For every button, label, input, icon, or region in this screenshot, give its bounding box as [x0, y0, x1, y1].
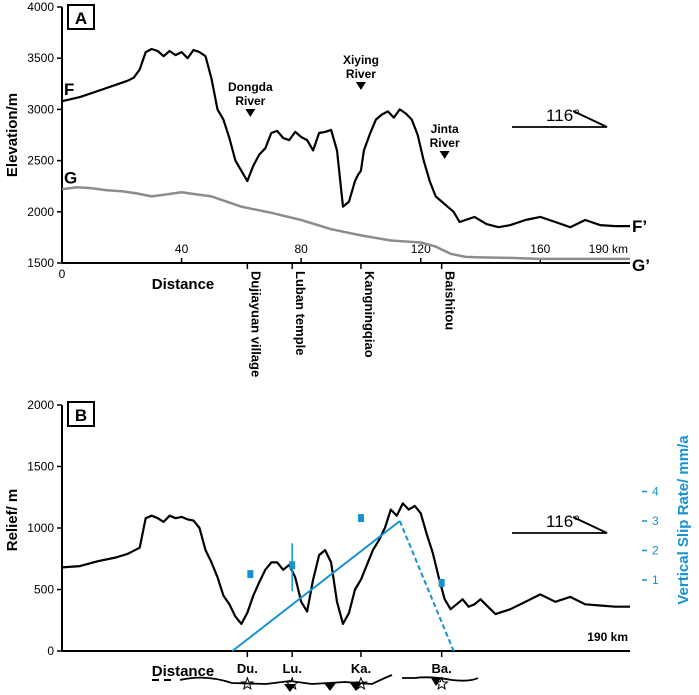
orientation-label-b: 116° [546, 512, 580, 531]
y-tick-label: 1000 [27, 521, 54, 535]
river-label: River [346, 67, 376, 81]
orientation-label-a: 116° [546, 106, 580, 125]
panel-b-y2-label: Vertical Slip Rate/ mm/a [675, 435, 692, 605]
site-label: Ka. [351, 661, 371, 676]
series-start-label: F [64, 80, 74, 99]
panel-b-tag-box [67, 401, 95, 427]
y-tick-label: 3500 [27, 51, 54, 65]
panel-b-slip-rate-points [247, 514, 445, 592]
x-tick-label: 120 [411, 242, 431, 256]
panel-b-y-ticks: 0 500 1000 1500 2000 [27, 398, 62, 658]
panel-a-orientation: 116° [512, 106, 608, 128]
fault-barb-1 [284, 684, 296, 692]
trend-line-dashed [398, 520, 455, 652]
x-tick-label: 160 [530, 242, 550, 256]
slip-rate-point [289, 561, 296, 570]
panel-b-x-label: Distance [152, 663, 215, 680]
fault-trace-east [402, 676, 479, 682]
location-label: Dujiayuan village [248, 271, 263, 377]
relief-line [61, 502, 630, 626]
series-start-label: G [64, 168, 77, 187]
slip-rate-point [247, 570, 254, 579]
y-tick-label: 2000 [27, 205, 54, 219]
series-line-f [61, 47, 630, 229]
river-marker [245, 109, 256, 117]
y-tick-label: 2500 [27, 154, 54, 168]
y-tick-label: 500 [34, 583, 54, 597]
panel-b: B 0 500 1000 1500 2000 190 km 1 2 3 4 Relief/ m… [4, 398, 692, 692]
fault-barb-3 [350, 683, 362, 691]
y2-tick-label: 3 [652, 514, 659, 528]
panel-a-y-label: Elevation/m [4, 93, 21, 177]
orientation-arrow-a [512, 110, 608, 128]
series-end-label: F’ [632, 217, 647, 236]
x-tick-label: 0 [59, 267, 66, 281]
y2-tick-label: 1 [652, 573, 659, 587]
panel-a-x-ticks: 0 40 80 120 160 190 km [59, 242, 628, 281]
panel-a-location-labels: Dujiayuan village Luban temple Kangningqia… [246, 263, 458, 377]
site-label: Du. [237, 661, 258, 676]
y-tick-label: 3000 [27, 102, 54, 116]
x-tick-label: 190 km [589, 242, 628, 256]
panel-b-tag: B [75, 406, 87, 425]
river-label: Xiying [343, 53, 379, 67]
panel-a-tag-box [67, 4, 95, 30]
river-label: Dongda [228, 80, 273, 94]
orientation-arrow-b [512, 516, 608, 534]
y-tick-label: 1500 [27, 256, 54, 270]
location-label: Luban temple [293, 271, 308, 356]
y2-tick-label: 2 [652, 544, 659, 558]
y-tick-label: 4000 [27, 0, 54, 14]
y-tick-label: 1500 [27, 460, 54, 474]
slip-rate-point [438, 578, 445, 587]
panel-b-x-ticks: 190 km [587, 630, 628, 644]
panel-b-series [61, 502, 630, 626]
fault-barb-4 [431, 678, 441, 686]
river-marker [439, 151, 450, 159]
panel-a: A 1500 2000 2500 3000 3500 4000 0 40 80 120 160 19… [4, 0, 650, 377]
panel-b-trend-lines [231, 520, 455, 652]
fault-trace [152, 674, 479, 692]
site-label: Ba. [432, 661, 452, 676]
location-label: Kangningqiao [362, 271, 377, 358]
panel-a-series: F F’ G G’ [61, 47, 650, 275]
y-tick-label: 2000 [27, 398, 54, 412]
panel-b-y2-ticks: 1 2 3 4 [642, 485, 659, 587]
panel-a-x-label: Distance [152, 276, 215, 293]
location-label: Baishitou [443, 271, 458, 330]
river-label: Jinta [431, 122, 459, 136]
panel-a-tag: A [75, 9, 87, 28]
panel-b-site-labels: Du. Lu. Ka. Ba. [237, 651, 452, 691]
series-line-g [61, 185, 630, 261]
trend-line-solid [231, 520, 401, 652]
panel-b-y-label: Relief/ m [4, 489, 21, 552]
panel-b-orientation: 116° [512, 512, 608, 534]
x-tick-label: 190 km [587, 630, 628, 644]
fault-trace-main [179, 674, 393, 685]
x-tick-label: 40 [175, 242, 189, 256]
series-end-label: G’ [632, 256, 650, 275]
river-marker [355, 82, 366, 90]
river-label: River [430, 136, 460, 150]
panel-a-y-ticks: 1500 2000 2500 3000 3500 4000 [27, 0, 62, 270]
x-tick-label: 80 [294, 242, 308, 256]
slip-rate-point [357, 514, 364, 523]
site-label: Lu. [282, 661, 302, 676]
river-label: River [235, 94, 265, 108]
fault-barb-2 [324, 683, 336, 691]
y2-tick-label: 4 [652, 485, 659, 499]
y-tick-label: 0 [47, 644, 54, 658]
